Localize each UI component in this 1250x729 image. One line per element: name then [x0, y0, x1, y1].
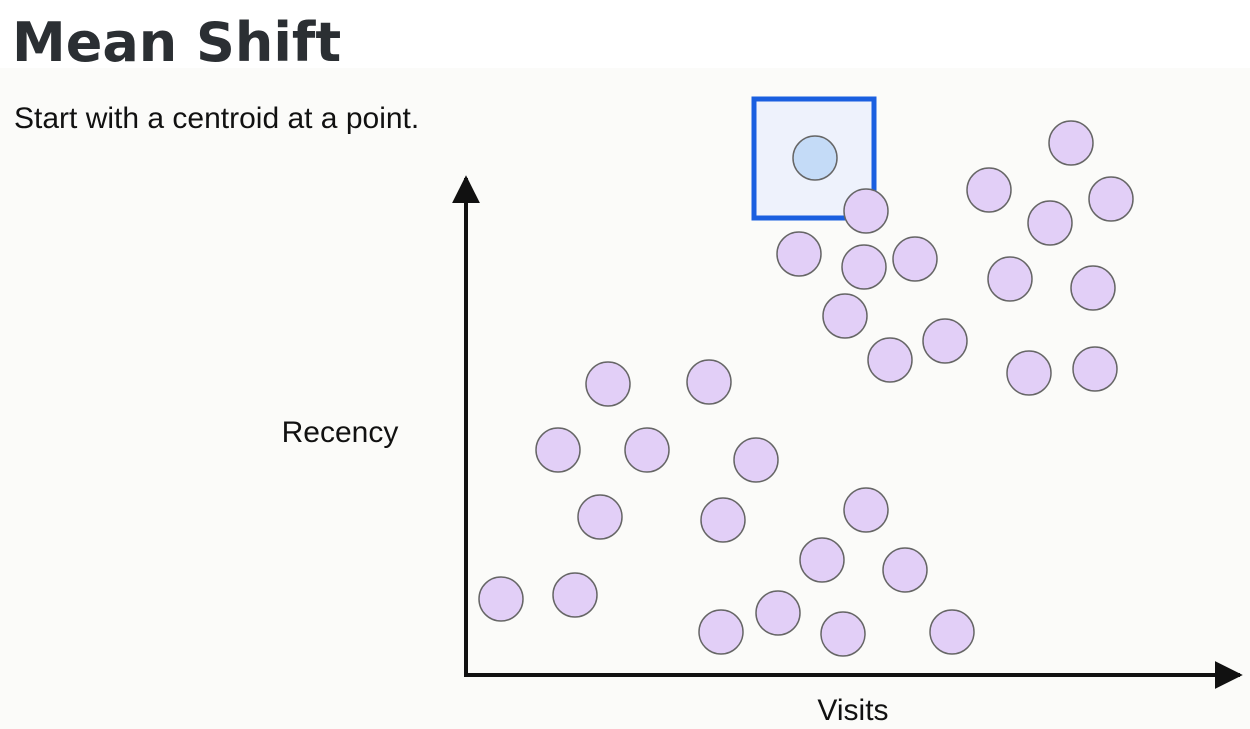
data-point: [799, 537, 845, 583]
data-point: [1006, 350, 1052, 396]
data-point: [882, 547, 928, 593]
data-point: [929, 609, 975, 655]
page-title: Mean Shift: [12, 11, 341, 74]
data-point: [478, 576, 524, 622]
data-point: [892, 236, 938, 282]
data-point: [1088, 176, 1134, 222]
data-point: [987, 256, 1033, 302]
data-points: [478, 120, 1134, 657]
data-point: [776, 231, 822, 277]
data-point: [552, 572, 598, 618]
data-point: [755, 590, 801, 636]
data-point: [867, 337, 913, 383]
data-point: [841, 244, 887, 290]
data-point: [700, 497, 746, 543]
data-point: [820, 611, 866, 657]
data-point: [966, 167, 1012, 213]
data-point: [1070, 265, 1116, 311]
data-point: [698, 609, 744, 655]
data-point: [843, 188, 889, 234]
centroid: [792, 135, 838, 181]
data-point: [624, 427, 670, 473]
data-point: [922, 318, 968, 364]
data-point: [1072, 346, 1118, 392]
y-axis-label: Recency: [282, 416, 399, 449]
data-point: [686, 359, 732, 405]
data-point: [733, 437, 779, 483]
data-point: [1048, 120, 1094, 166]
data-point: [822, 293, 868, 339]
data-point: [535, 427, 581, 473]
slide-caption: Start with a centroid at a point.: [14, 102, 419, 135]
data-point: [577, 494, 623, 540]
x-axis-label: Visits: [817, 694, 888, 727]
data-point: [1027, 200, 1073, 246]
data-point: [585, 361, 631, 407]
data-point: [843, 487, 889, 533]
